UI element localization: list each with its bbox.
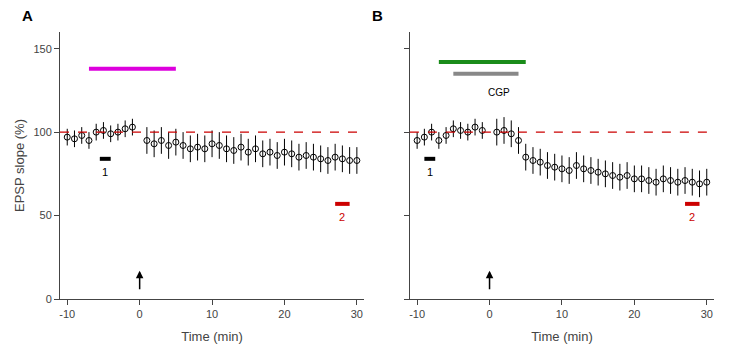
svg-text:0: 0: [46, 293, 52, 305]
svg-text:0: 0: [137, 308, 143, 320]
svg-text:B: B: [372, 7, 383, 24]
svg-text:1: 1: [427, 166, 433, 178]
svg-text:10: 10: [556, 308, 568, 320]
svg-text:CGP: CGP: [488, 87, 510, 98]
svg-text:30: 30: [701, 308, 713, 320]
svg-text:Time (min): Time (min): [181, 329, 243, 344]
svg-text:2: 2: [339, 211, 345, 223]
svg-text:-10: -10: [409, 308, 425, 320]
svg-text:150: 150: [33, 43, 51, 55]
svg-text:100: 100: [33, 126, 51, 138]
svg-text:10: 10: [206, 308, 218, 320]
svg-text:Time (min): Time (min): [531, 329, 593, 344]
svg-text:-10: -10: [59, 308, 75, 320]
svg-text:1: 1: [102, 166, 108, 178]
svg-text:30: 30: [351, 308, 363, 320]
svg-text:20: 20: [278, 308, 290, 320]
svg-text:0: 0: [486, 308, 492, 320]
svg-text:A: A: [22, 7, 33, 24]
svg-text:EPSP slope (%): EPSP slope (%): [12, 119, 27, 212]
svg-text:20: 20: [628, 308, 640, 320]
svg-text:50: 50: [40, 209, 52, 221]
svg-text:2: 2: [689, 211, 695, 223]
